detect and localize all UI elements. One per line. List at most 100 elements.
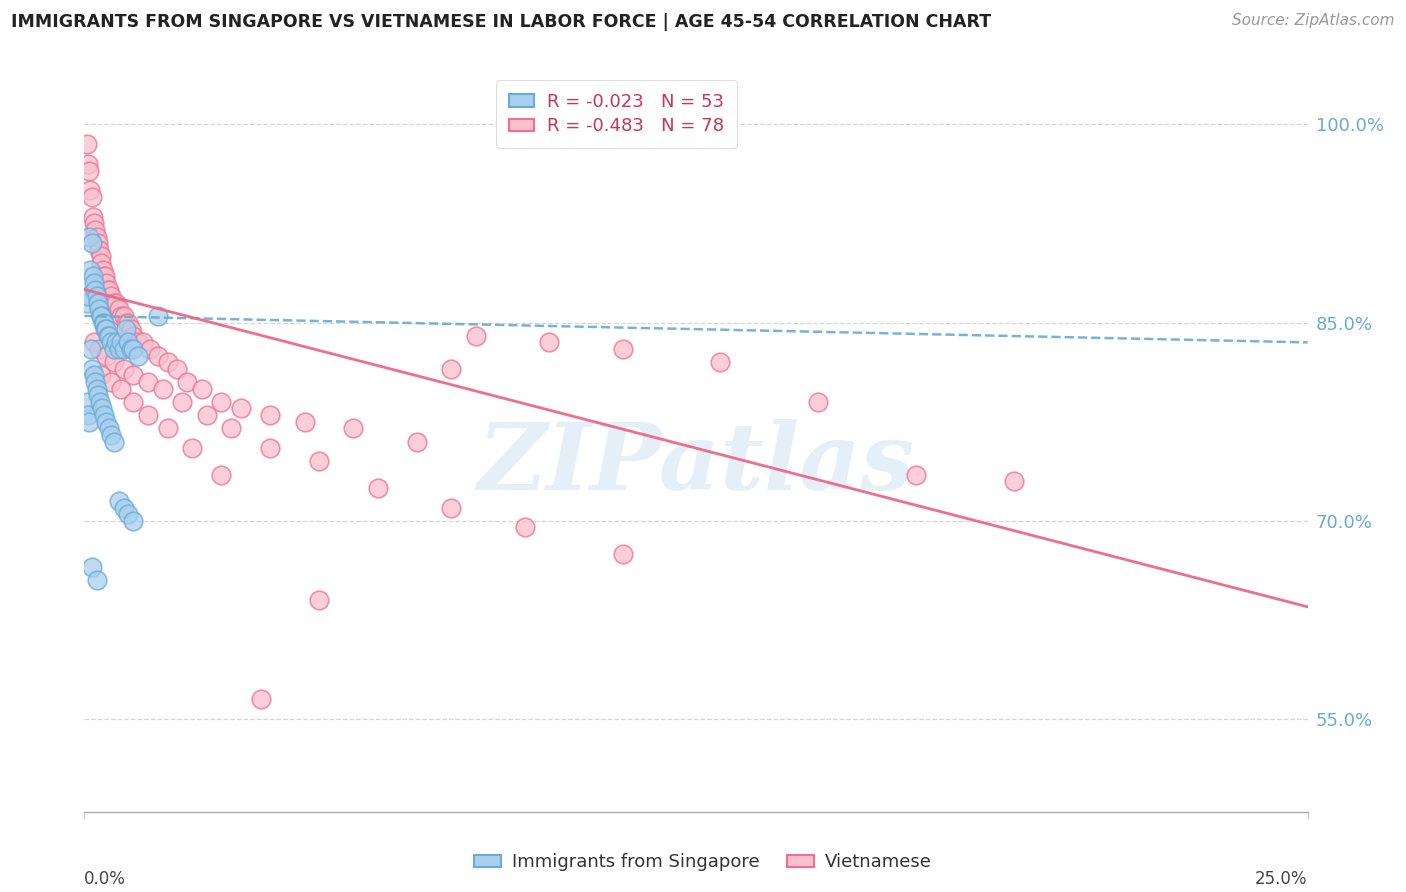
Point (86, 382, 108, 396)
Point (219, 421, 242, 435)
Point (97, 283, 120, 297)
Point (103, 355, 125, 369)
Point (87, 295, 110, 310)
Point (367, 481, 389, 495)
Point (229, 401, 252, 416)
Point (87, 388, 110, 402)
Point (84, 375, 107, 389)
Point (127, 349, 149, 363)
Point (440, 500, 463, 515)
Point (172, 395, 194, 409)
Point (97, 328, 120, 343)
Point (122, 328, 145, 343)
Point (308, 593, 330, 607)
Point (191, 382, 214, 396)
Point (80, 342, 103, 356)
Point (513, 520, 536, 534)
Point (259, 408, 281, 422)
Point (76, 295, 98, 310)
Point (90, 256, 112, 270)
Point (90, 309, 112, 323)
Point (294, 415, 316, 429)
Point (77, 415, 100, 429)
Point (122, 368, 145, 383)
Point (84, 223, 107, 237)
Point (91, 262, 114, 277)
Point (87, 243, 110, 257)
Point (209, 395, 232, 409)
Point (176, 375, 198, 389)
Point (86, 289, 108, 303)
Point (82, 269, 104, 284)
Point (77, 163, 100, 178)
Point (120, 342, 142, 356)
Point (110, 382, 132, 396)
Point (76, 137, 98, 152)
Point (80, 190, 103, 204)
Point (89, 395, 111, 409)
Point (82, 210, 104, 224)
Point (100, 375, 122, 389)
Point (117, 316, 139, 330)
Point (91, 316, 114, 330)
Point (195, 408, 218, 422)
Point (96, 276, 118, 290)
Point (152, 382, 174, 396)
Point (538, 335, 561, 350)
Point (112, 342, 135, 356)
Point (103, 434, 125, 449)
Text: ZIPatlas: ZIPatlas (478, 418, 914, 508)
Point (105, 335, 128, 350)
Point (87, 236, 110, 251)
Text: Source: ZipAtlas.com: Source: ZipAtlas.com (1232, 13, 1395, 29)
Point (91, 401, 114, 416)
Point (94, 269, 117, 284)
Text: 0.0%: 0.0% (84, 871, 127, 888)
Point (89, 250, 111, 264)
Point (249, 692, 271, 706)
Point (259, 441, 281, 455)
Point (905, 467, 928, 482)
Point (342, 421, 364, 435)
Point (112, 500, 135, 515)
Point (77, 229, 100, 244)
Point (97, 283, 120, 297)
Point (146, 349, 169, 363)
Point (110, 309, 132, 323)
Point (100, 428, 122, 442)
Point (96, 415, 118, 429)
Point (103, 295, 125, 310)
Point (83, 216, 105, 230)
Point (406, 434, 429, 449)
Point (209, 467, 232, 482)
Point (122, 342, 145, 356)
Legend: R = -0.023   N = 53, R = -0.483   N = 78: R = -0.023 N = 53, R = -0.483 N = 78 (496, 80, 737, 148)
Point (77, 289, 100, 303)
Point (120, 322, 142, 336)
Point (96, 322, 118, 336)
Point (103, 342, 125, 356)
Point (100, 289, 122, 303)
Point (96, 349, 118, 363)
Point (115, 322, 138, 336)
Point (612, 547, 634, 561)
Point (117, 335, 139, 350)
Point (1002, 474, 1025, 488)
Point (80, 236, 103, 251)
Point (90, 368, 112, 383)
Point (107, 342, 129, 356)
Point (76, 408, 98, 422)
Point (83, 335, 105, 350)
Point (112, 361, 135, 376)
Point (117, 508, 139, 522)
Point (440, 361, 463, 376)
Point (76, 395, 98, 409)
Point (82, 361, 104, 376)
Point (80, 560, 103, 574)
Point (136, 375, 159, 389)
Point (112, 309, 135, 323)
Point (93, 316, 115, 330)
Point (83, 368, 105, 383)
Point (146, 309, 169, 323)
Point (79, 262, 101, 277)
